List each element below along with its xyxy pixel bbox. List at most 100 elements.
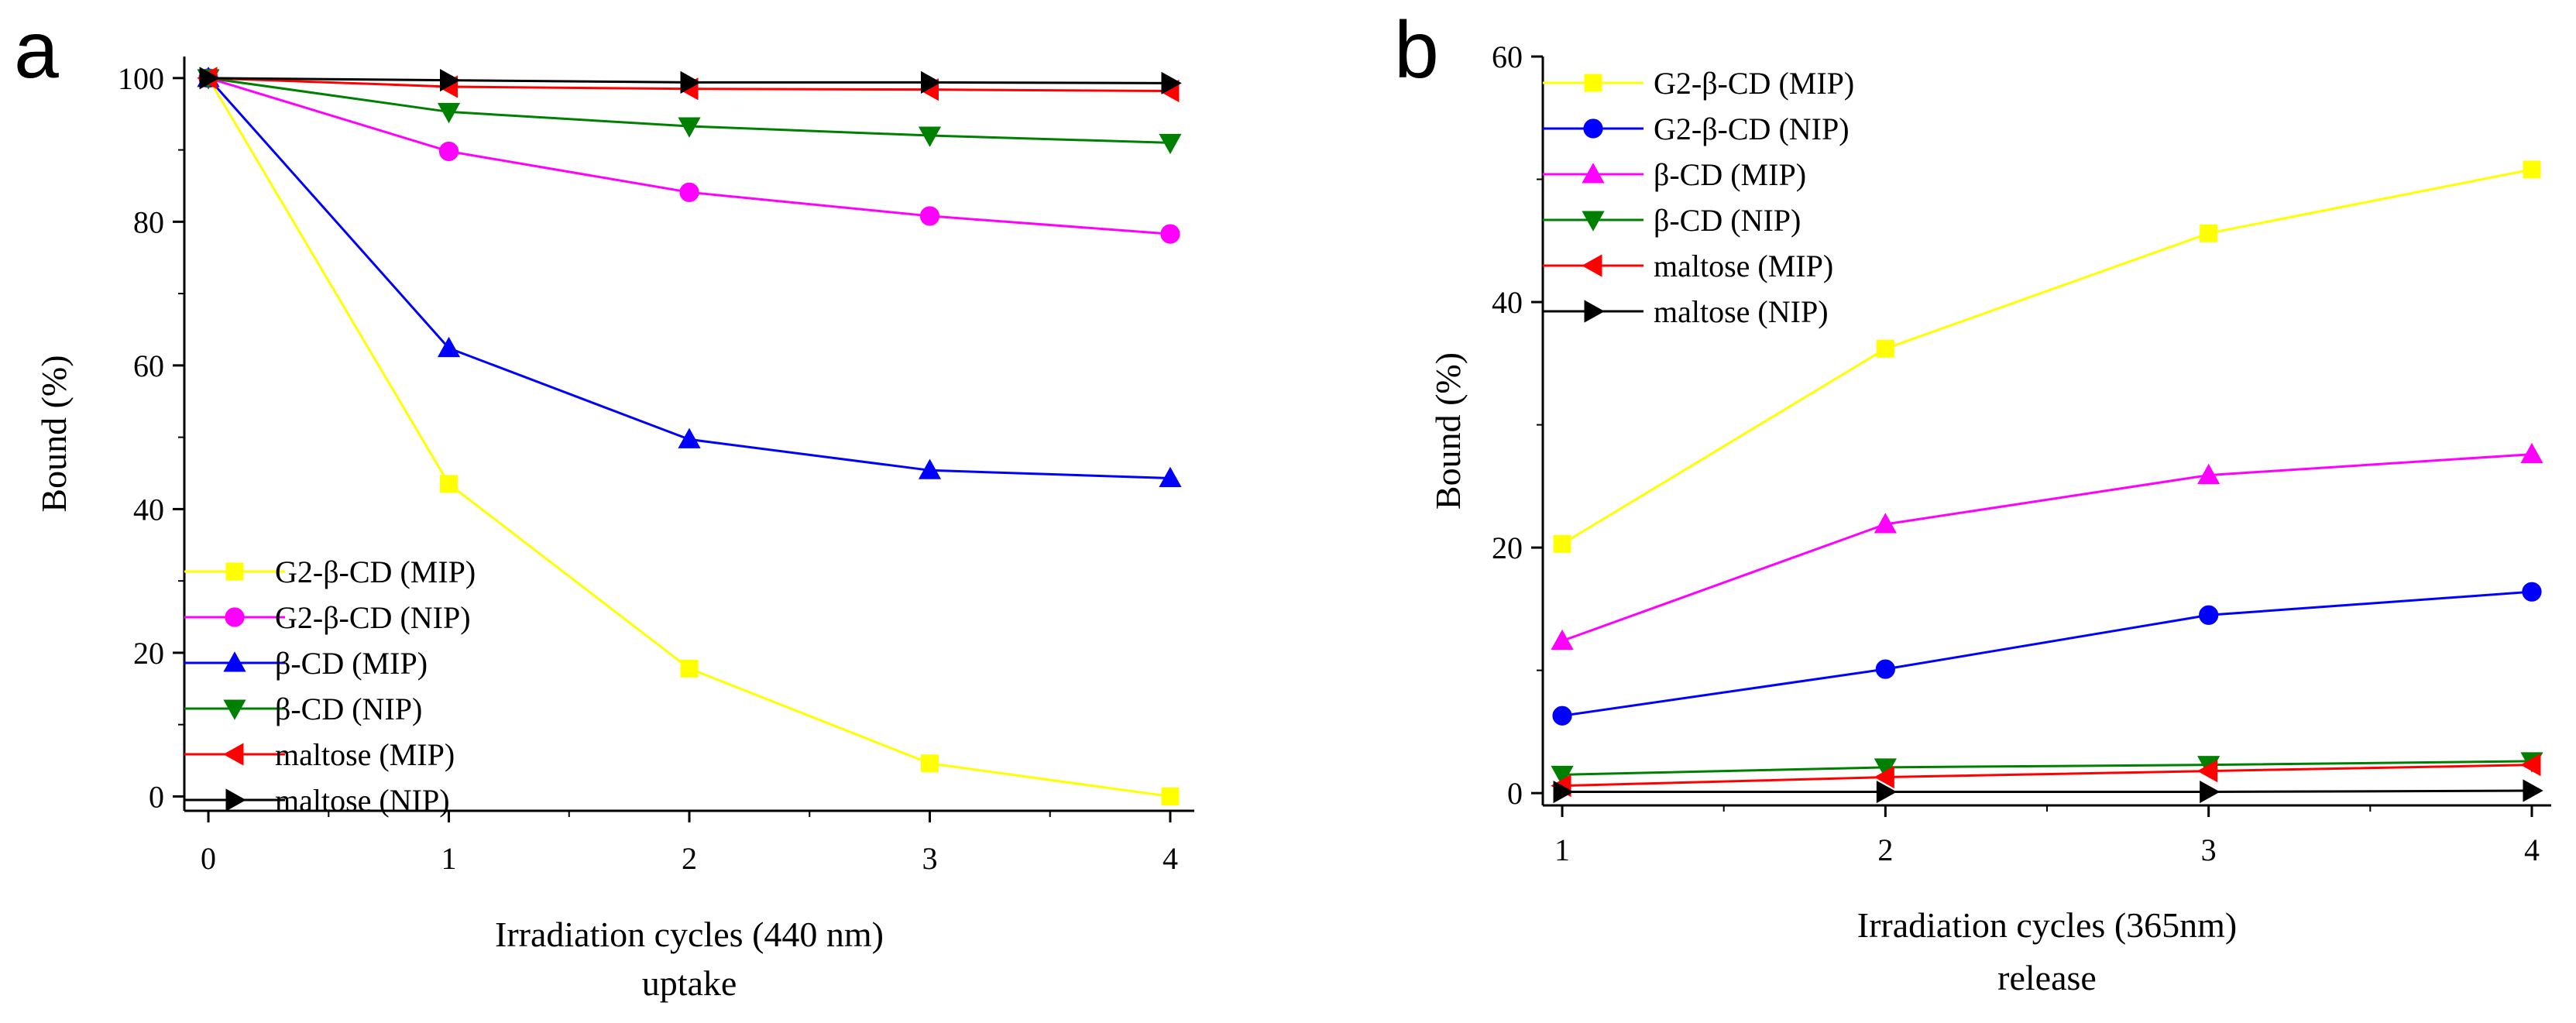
data-point	[199, 67, 220, 90]
data-point	[437, 102, 461, 124]
x-axis-title: Irradiation cycles (440 nm)	[495, 915, 884, 954]
x-tick-label: 3	[2201, 832, 2217, 867]
legend-item: β-CD (MIP)	[1543, 157, 1806, 192]
series-line	[1561, 590, 2533, 717]
y-tick-label: 80	[133, 204, 164, 239]
legend-label: G2-β-CD (NIP)	[1654, 112, 1850, 146]
data-point	[440, 475, 459, 493]
series-line	[1561, 764, 2532, 788]
legend-item: G2-β-CD (NIP)	[1543, 112, 1850, 146]
series-0	[1553, 160, 2541, 553]
chart-panel-a: a 0 20 40 60 80 100 0 1 2 3 4 Bound (%) Irradiation c…	[14, 5, 1194, 1003]
chart-panel-b: b 0 20 40 60 1 2 3 4 Bound (%) Irradiation cycles …	[1394, 5, 2551, 997]
data-point	[2196, 760, 2218, 783]
data-point	[2197, 463, 2221, 485]
data-point	[2520, 442, 2543, 464]
data-point	[680, 70, 701, 94]
series-line	[1562, 789, 2532, 794]
panel-letter: a	[14, 5, 59, 95]
data-point	[1876, 780, 1898, 804]
legend-marker	[223, 651, 246, 672]
x-tick-label: 2	[1877, 832, 1893, 867]
legend-marker	[1582, 163, 1605, 184]
data-point	[2200, 780, 2221, 804]
data-point	[919, 206, 940, 226]
legend-label: β-CD (MIP)	[1654, 157, 1806, 192]
legend-label: G2-β-CD (MIP)	[1654, 66, 1854, 101]
data-point	[1161, 71, 1182, 94]
x-tick-label: 4	[1163, 841, 1178, 876]
x-axis-title: Irradiation cycles (365nm)	[1857, 905, 2237, 945]
legend-marker	[225, 607, 245, 627]
data-point	[680, 659, 699, 678]
data-point	[918, 126, 942, 147]
data-point	[920, 754, 939, 773]
y-tick-label: 0	[149, 779, 164, 814]
data-point	[1874, 765, 1894, 789]
data-point	[2522, 582, 2542, 602]
data-point	[679, 182, 699, 202]
data-point	[1553, 780, 1574, 804]
legend-item: maltose (NIP)	[1543, 294, 1829, 329]
x-tick-label: 2	[682, 841, 697, 876]
legend-item: β-CD (NIP)	[1543, 203, 1801, 238]
legend-item: maltose (MIP)	[184, 737, 455, 772]
y-tick-label: 100	[118, 61, 164, 96]
legend-marker	[1582, 254, 1602, 277]
legend-item: G2-β-CD (MIP)	[1543, 66, 1854, 101]
legend-item: maltose (MIP)	[1543, 249, 1833, 283]
data-point	[438, 141, 459, 162]
data-point	[918, 458, 942, 479]
legend-marker	[1584, 300, 1605, 323]
data-point	[1874, 513, 1897, 534]
legend-marker	[1583, 118, 1603, 139]
legend-marker	[223, 743, 244, 766]
series-line	[1561, 168, 2533, 545]
legend-marker	[1584, 74, 1602, 92]
y-tick-label: 40	[133, 492, 164, 527]
legend-label: maltose (MIP)	[1654, 249, 1833, 283]
series-2	[197, 67, 1182, 488]
data-point	[1553, 534, 1571, 553]
legend-item: β-CD (MIP)	[184, 646, 428, 681]
y-axis-title: Bound (%)	[34, 355, 74, 512]
legend-label: β-CD (NIP)	[1654, 203, 1801, 238]
legend-marker	[225, 788, 246, 812]
x-tick-label: 1	[1554, 832, 1570, 867]
legend-label: β-CD (MIP)	[275, 646, 428, 681]
data-point	[1552, 705, 1572, 726]
legend-label: maltose (NIP)	[1654, 294, 1829, 329]
data-point	[1160, 224, 1180, 244]
data-point	[678, 117, 701, 138]
data-point	[437, 336, 461, 358]
data-point	[2200, 224, 2218, 242]
data-point	[1159, 466, 1182, 488]
series-line	[1562, 760, 2532, 776]
data-point	[1159, 133, 1182, 155]
y-tick-label: 20	[133, 636, 164, 671]
series-5	[1553, 779, 2543, 804]
legend-label: maltose (NIP)	[275, 783, 450, 818]
y-tick-label: 60	[133, 348, 164, 383]
data-point	[1551, 629, 1574, 651]
data-point	[1551, 765, 1574, 787]
data-point	[1875, 659, 1895, 679]
x-tick-label: 1	[441, 841, 457, 876]
x-tick-label: 4	[2524, 832, 2540, 867]
data-point	[2199, 605, 2219, 625]
data-point	[920, 70, 942, 94]
x-tick-label: 0	[201, 841, 216, 876]
series-5	[199, 67, 1182, 94]
legend-label: G2-β-CD (NIP)	[275, 600, 471, 635]
series-line	[1561, 453, 2533, 642]
y-tick-label: 20	[1492, 530, 1523, 565]
legend-item: G2-β-CD (MIP)	[184, 554, 476, 589]
legend-label: G2-β-CD (MIP)	[275, 554, 476, 589]
y-axis-title: Bound (%)	[1428, 352, 1468, 510]
series-1	[1552, 582, 2542, 726]
legend-item: G2-β-CD (NIP)	[184, 600, 471, 635]
series-2	[1551, 442, 2543, 651]
data-point	[678, 427, 701, 448]
data-point	[2523, 779, 2543, 802]
